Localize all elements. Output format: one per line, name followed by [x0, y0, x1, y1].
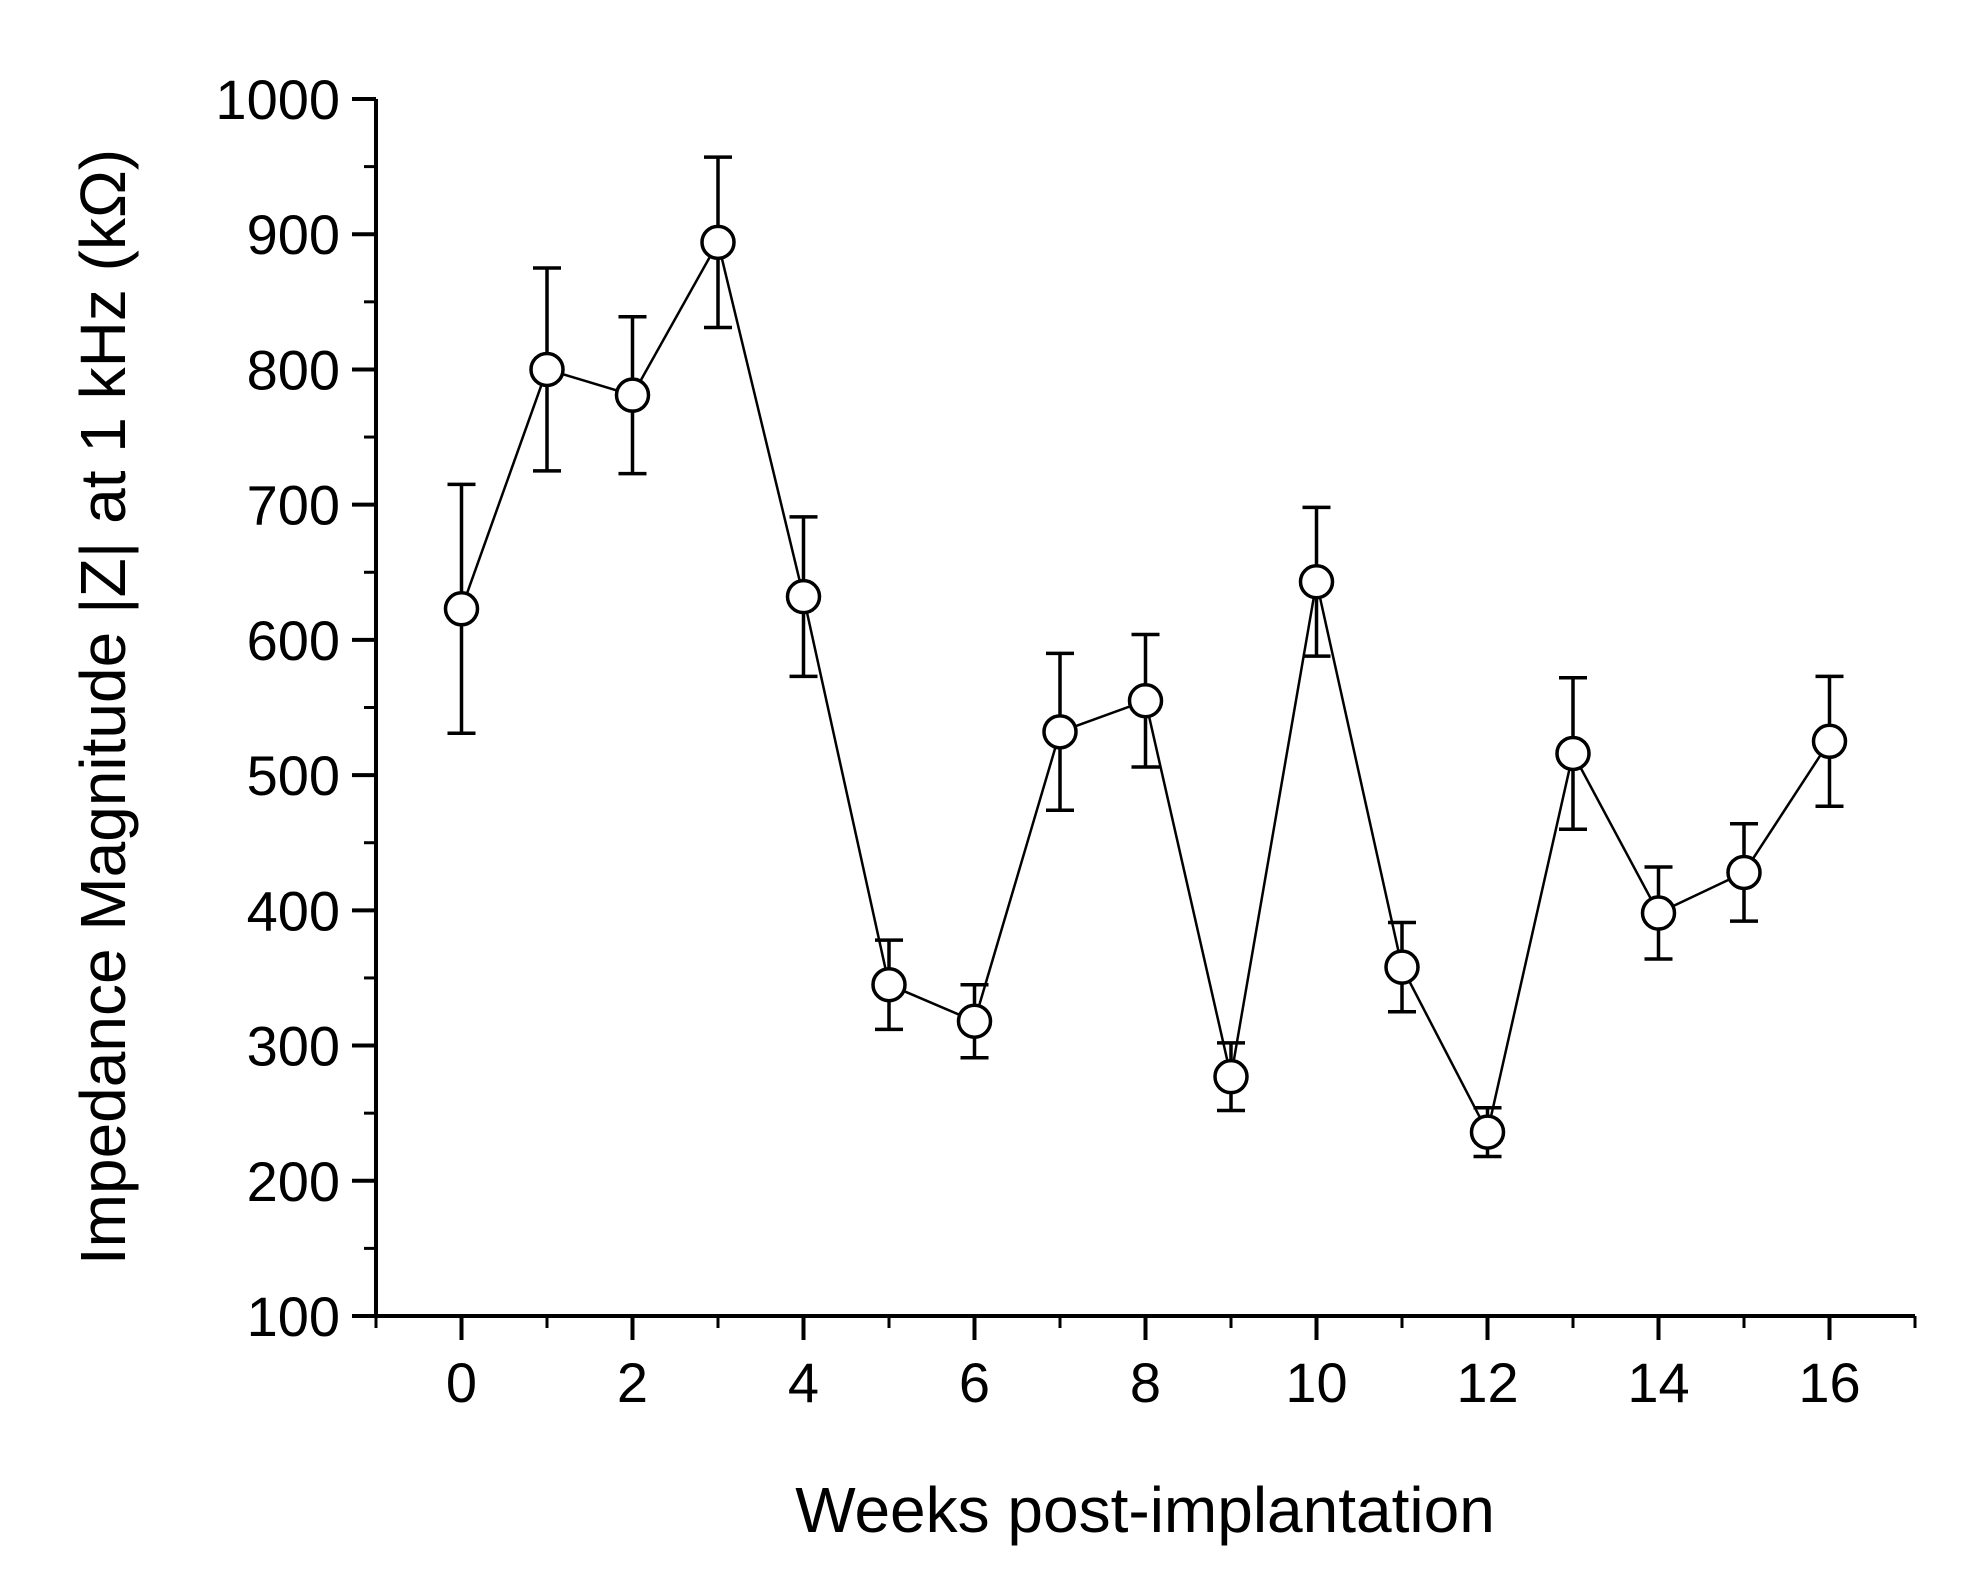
line-segment — [973, 731, 1062, 1022]
x-tick-label: 6 — [959, 1351, 990, 1414]
data-point — [1640, 895, 1677, 931]
y-axis-title: Impedance Magnitude |Z| at 1 kHz (kΩ) — [67, 149, 139, 1265]
data-point — [1555, 735, 1591, 772]
y-tick-label: 400 — [247, 879, 340, 942]
x-tick-label: 2 — [617, 1351, 648, 1414]
x-tick-label: 10 — [1285, 1351, 1347, 1414]
line-segment — [1144, 700, 1233, 1077]
x-tick-label: 8 — [1130, 1351, 1161, 1414]
data-point — [700, 224, 736, 261]
y-ticks: 100 200 300 400 500 600 700 800 900 1000 — [215, 68, 376, 1348]
data-point — [529, 351, 565, 388]
data-point — [1042, 714, 1078, 750]
data-points — [443, 224, 1848, 1150]
data-point — [1726, 854, 1762, 891]
data-point — [956, 1003, 993, 1039]
y-tick-label: 1000 — [215, 68, 340, 131]
y-tick-label: 300 — [247, 1015, 340, 1078]
data-point — [871, 966, 907, 1003]
y-tick-label: 500 — [247, 744, 340, 807]
line-segment — [460, 369, 549, 610]
y-tick-label: 600 — [247, 609, 340, 672]
line-segment — [1400, 966, 1489, 1133]
x-axis-title: Weeks post-implantation — [795, 1474, 1495, 1546]
line-segment — [631, 241, 720, 396]
line-segment — [1571, 752, 1660, 914]
data-point — [1469, 1114, 1506, 1150]
line-segment — [1229, 581, 1318, 1077]
y-tick-label: 800 — [247, 338, 340, 401]
data-point — [443, 591, 480, 627]
x-tick-label: 0 — [446, 1351, 477, 1414]
y-tick-label: 200 — [247, 1150, 340, 1213]
x-ticks: 0 2 4 6 8 10 12 14 16 — [374, 1316, 1917, 1414]
line-segment — [716, 242, 805, 597]
line-segment — [1486, 753, 1575, 1133]
data-point — [785, 578, 822, 615]
y-tick-label: 900 — [247, 203, 340, 266]
data-point — [1298, 563, 1335, 600]
data-point — [614, 377, 651, 413]
x-tick-label: 16 — [1798, 1351, 1860, 1414]
y-tick-label: 100 — [247, 1285, 340, 1348]
data-point — [1213, 1058, 1249, 1095]
data-point — [1811, 723, 1848, 760]
x-tick-label: 4 — [788, 1351, 819, 1414]
data-point — [1384, 949, 1420, 985]
y-tick-label: 700 — [247, 474, 340, 537]
data-point — [1127, 682, 1164, 719]
line-segment — [1315, 581, 1404, 968]
series-line — [460, 241, 1831, 1133]
x-tick-label: 14 — [1627, 1351, 1689, 1414]
line-segment — [802, 596, 891, 985]
line-segment — [1742, 740, 1831, 874]
x-tick-label: 12 — [1456, 1351, 1518, 1414]
error-bars — [447, 155, 1844, 1159]
